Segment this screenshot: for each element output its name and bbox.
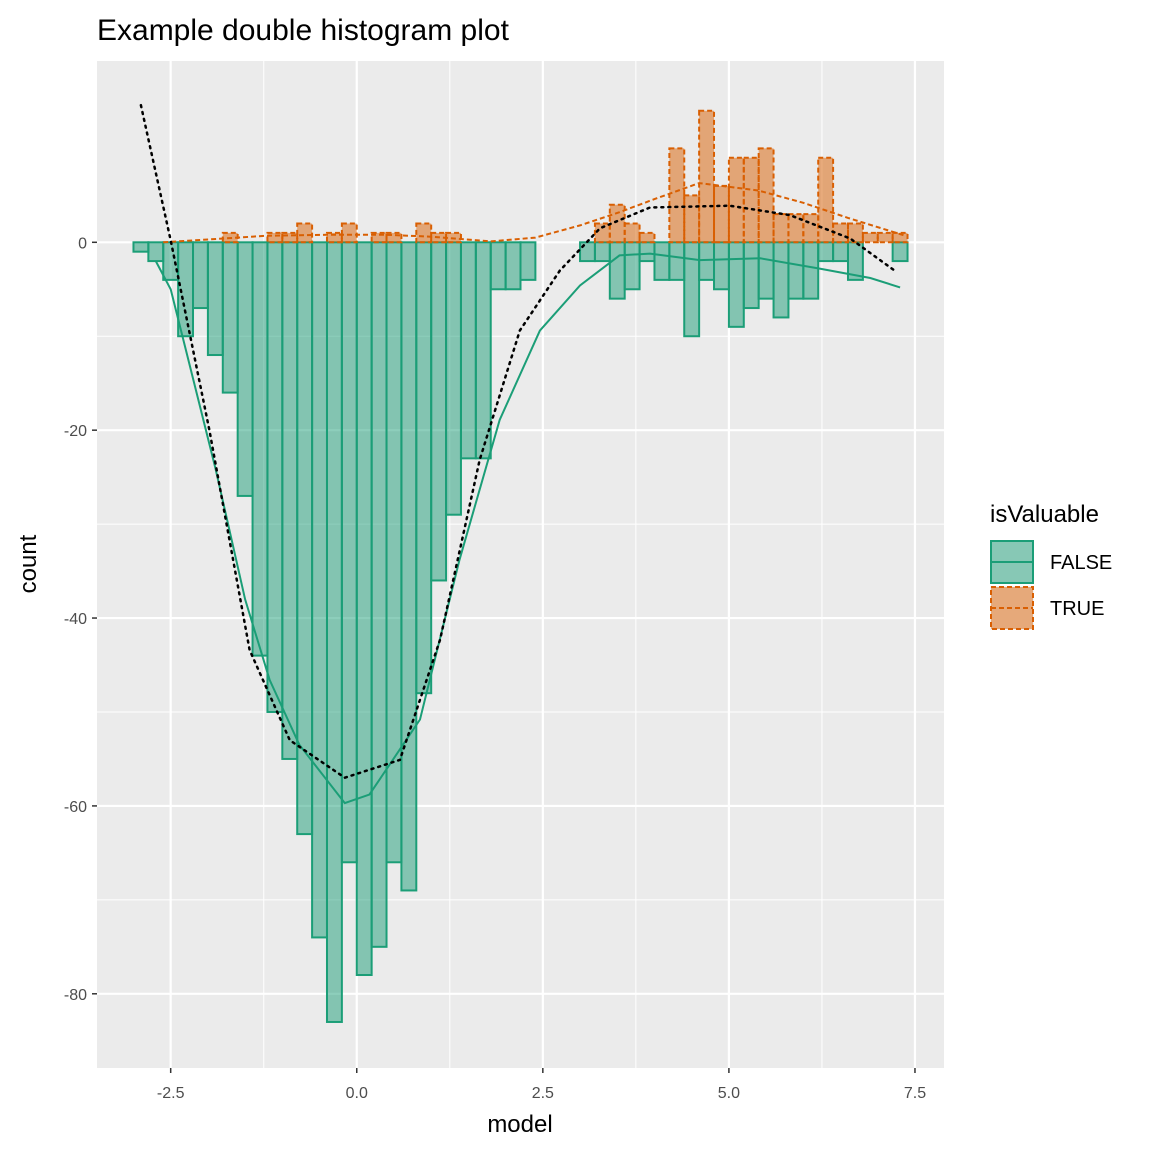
histogram-bar	[325, 241, 343, 1023]
histogram-bar	[236, 241, 254, 497]
histogram-bar	[147, 241, 165, 263]
histogram-bar	[415, 222, 433, 244]
histogram-bar	[430, 241, 448, 582]
histogram-bar	[638, 241, 656, 263]
histogram-bar	[638, 231, 656, 244]
y-tick-label: 0	[78, 235, 87, 252]
histogram-bar	[459, 241, 477, 460]
histogram-bar	[489, 241, 507, 291]
histogram-bar	[221, 241, 239, 394]
histogram-bar	[891, 241, 909, 263]
histogram-bar	[340, 241, 358, 864]
histogram-bar	[355, 241, 373, 977]
histogram-bar	[445, 241, 462, 516]
histogram-bar	[683, 194, 701, 244]
histogram-bar	[192, 241, 209, 310]
panel	[97, 61, 944, 1068]
x-tick-label: 7.5	[904, 1085, 926, 1102]
density-line	[163, 182, 906, 244]
x-axis-title: model	[487, 1111, 552, 1138]
histogram-bar	[668, 241, 686, 281]
histogram-bar	[593, 241, 611, 263]
histogram-bar	[713, 184, 730, 244]
histogram-bar	[370, 241, 388, 948]
histogram-bar	[802, 241, 820, 300]
histogram-bar	[132, 241, 150, 253]
x-tick-label: 0.0	[346, 1085, 368, 1102]
histogram-bar	[727, 241, 745, 328]
histogram-bar	[400, 241, 418, 892]
histogram-bar	[623, 222, 641, 244]
histogram-bar	[266, 241, 284, 713]
histogram-bar	[772, 241, 790, 319]
histogram-bar	[415, 241, 433, 695]
histogram-bar	[579, 241, 596, 263]
histogram-bar	[668, 147, 686, 244]
histogram-bar	[787, 241, 805, 300]
histogram-bar	[757, 241, 775, 300]
histogram-bar	[251, 241, 269, 657]
histogram-bar	[519, 241, 537, 281]
y-tick-label: -60	[64, 799, 87, 816]
histogram-bar	[772, 213, 790, 244]
histogram-bar	[653, 241, 671, 281]
histogram-bar	[162, 241, 180, 281]
histogram-bar	[608, 241, 626, 300]
y-tick-label: -80	[64, 987, 87, 1004]
histogram-bar	[698, 109, 716, 244]
x-tick-label: 2.5	[532, 1085, 554, 1102]
histogram-bar	[474, 241, 492, 460]
histogram-bar	[340, 222, 358, 244]
histogram-bar	[802, 213, 820, 244]
histogram-bar	[504, 241, 522, 291]
histogram-bar	[846, 222, 864, 244]
histogram-bar	[296, 222, 314, 244]
histogram-bar	[727, 156, 745, 244]
chart-title: Example double histogram plot	[97, 14, 510, 47]
histogram-bar	[817, 241, 835, 263]
histogram-bar	[876, 231, 894, 244]
histogram-bar	[757, 147, 775, 244]
y-axis-title: count	[15, 534, 42, 593]
histogram-bar	[385, 241, 403, 864]
histogram-bar	[817, 156, 835, 244]
histogram-bar	[713, 241, 730, 291]
histogram-bar	[266, 231, 284, 244]
legend-label: TRUE	[1050, 598, 1104, 620]
legend-title: isValuable	[990, 501, 1099, 528]
histogram-bar	[206, 241, 224, 357]
histogram-bar	[861, 231, 879, 244]
histogram-bar	[698, 241, 716, 281]
histogram-bar	[742, 241, 760, 310]
legend-label: FALSE	[1050, 552, 1112, 574]
histogram-bar	[683, 241, 701, 338]
histogram-bar	[891, 231, 909, 244]
x-tick-label: 5.0	[718, 1085, 740, 1102]
y-tick-label: -20	[64, 423, 87, 440]
y-tick-label: -40	[64, 611, 87, 628]
histogram-bar	[385, 231, 403, 244]
histogram-bar	[281, 241, 299, 760]
histogram-bar	[623, 241, 641, 291]
histogram-bar	[742, 156, 760, 244]
histogram-bar	[832, 241, 849, 263]
histogram-bar	[311, 241, 328, 939]
x-tick-label: -2.5	[157, 1085, 185, 1102]
